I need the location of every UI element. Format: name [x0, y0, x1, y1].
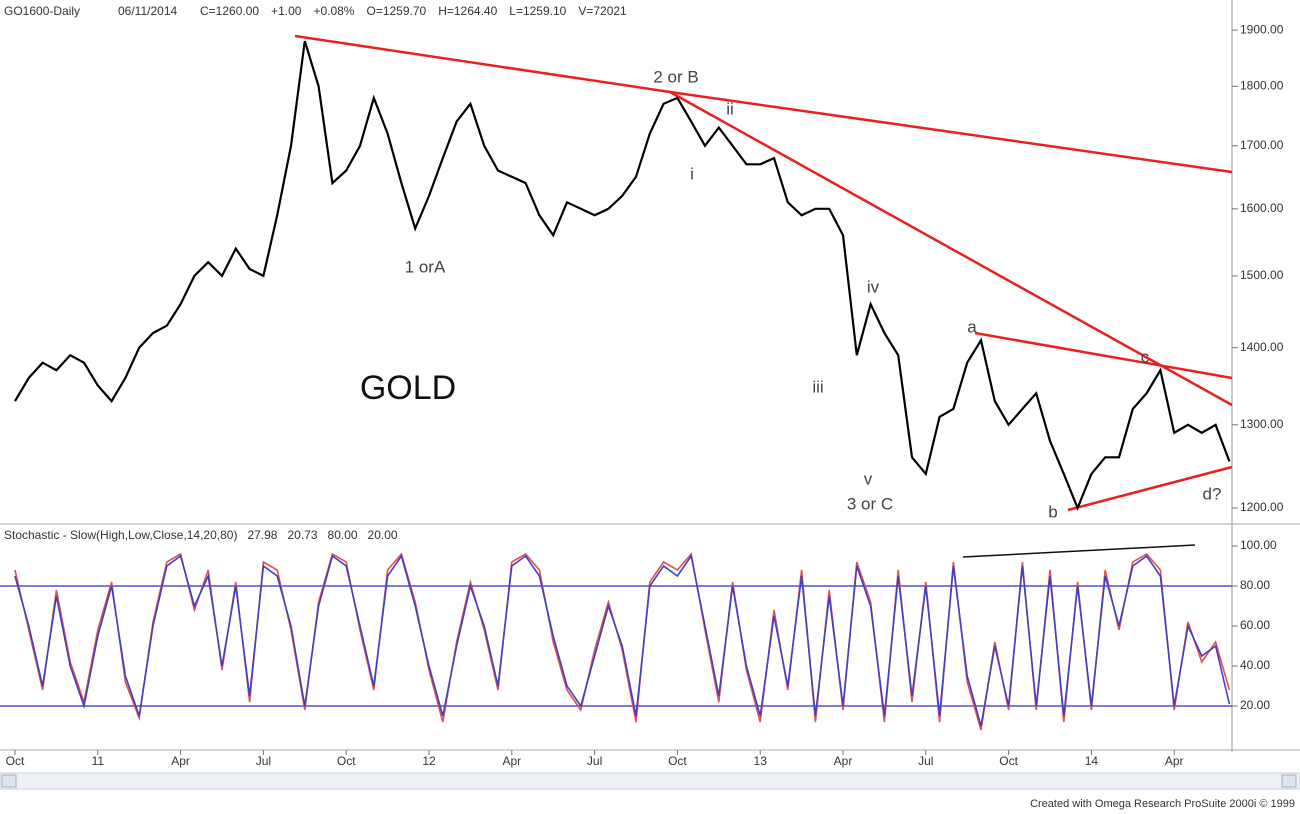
- y-tick-label: 60.00: [1240, 618, 1270, 632]
- scroll-left[interactable]: [1, 774, 17, 788]
- annotation: c: [1141, 347, 1150, 366]
- annotation: 1 orA: [405, 257, 446, 276]
- x-tick-label: Apr: [171, 754, 190, 768]
- y-tick-label: 1800.00: [1240, 78, 1284, 92]
- annotation: b: [1048, 502, 1057, 521]
- annotation: a: [967, 317, 977, 336]
- y-tick-label: 1700.00: [1240, 138, 1284, 152]
- quote: C=1260.00: [200, 4, 259, 18]
- indicator-title: Stochastic - Slow(High,Low,Close,14,20,8…: [4, 528, 237, 542]
- y-tick-label: 1900.00: [1240, 22, 1284, 36]
- y-tick-label: 20.00: [1240, 698, 1270, 712]
- x-tick-label: Jul: [256, 754, 271, 768]
- quote: L=1259.10: [509, 4, 566, 18]
- x-tick-label: 13: [754, 754, 768, 768]
- annotation: v: [864, 469, 873, 488]
- x-tick-label: Oct: [6, 754, 25, 768]
- x-tick-label: Jul: [587, 754, 602, 768]
- y-tick-label: 1600.00: [1240, 201, 1284, 215]
- trend-line: [669, 90, 1233, 407]
- annotation: iii: [812, 377, 823, 396]
- x-tick-label: 14: [1085, 754, 1099, 768]
- divergence-line: [962, 544, 1196, 558]
- x-tick-label: Apr: [834, 754, 853, 768]
- y-tick-label: 100.00: [1240, 538, 1277, 552]
- y-tick-label: 1200.00: [1240, 500, 1284, 514]
- y-tick-label: 1300.00: [1240, 417, 1284, 431]
- chart-title: GOLD: [360, 369, 456, 407]
- annotation: iv: [867, 277, 880, 296]
- quote: +1.00: [271, 4, 302, 18]
- x-tick-label: Oct: [668, 754, 687, 768]
- x-tick-label: Apr: [502, 754, 521, 768]
- level-label: 20.00: [368, 528, 398, 542]
- quote: O=1259.70: [366, 4, 426, 18]
- y-tick-label: 40.00: [1240, 658, 1270, 672]
- scrollbar[interactable]: [0, 772, 1300, 790]
- level-label: 80.00: [328, 528, 358, 542]
- x-tick-label: Apr: [1165, 754, 1184, 768]
- symbol: GO1600-Daily: [4, 4, 80, 18]
- quote: V=72021: [578, 4, 627, 18]
- trend-line: [294, 34, 671, 94]
- annotation: 3 or C: [847, 494, 893, 513]
- legend-entry: 20.73: [287, 528, 317, 542]
- scroll-right[interactable]: [1281, 774, 1297, 788]
- footer: Created with Omega Research ProSuite 200…: [1030, 798, 1295, 810]
- x-tick-label: Jul: [918, 754, 933, 768]
- series-line: [14, 553, 1231, 727]
- trend-line: [669, 90, 1233, 174]
- annotation: 2 or B: [653, 67, 698, 86]
- legend-entry: 27.98: [247, 528, 277, 542]
- trend-line: [974, 331, 1233, 380]
- annotation: i: [690, 164, 694, 183]
- y-tick-label: 1500.00: [1240, 268, 1284, 282]
- annotation: d?: [1203, 484, 1222, 503]
- trend-line: [1067, 465, 1233, 512]
- quote: H=1264.40: [438, 4, 497, 18]
- y-tick-label: 1400.00: [1240, 340, 1284, 354]
- x-tick-label: Oct: [999, 754, 1018, 768]
- x-tick-label: Oct: [337, 754, 356, 768]
- x-tick-label: 11: [92, 754, 105, 768]
- x-tick-label: 12: [422, 754, 436, 768]
- trend-lines: [294, 34, 1233, 512]
- quote: +0.08%: [313, 4, 354, 18]
- date: 06/11/2014: [118, 4, 177, 18]
- annotation: ii: [726, 99, 734, 118]
- series-line: [14, 40, 1231, 511]
- y-tick-label: 80.00: [1240, 578, 1270, 592]
